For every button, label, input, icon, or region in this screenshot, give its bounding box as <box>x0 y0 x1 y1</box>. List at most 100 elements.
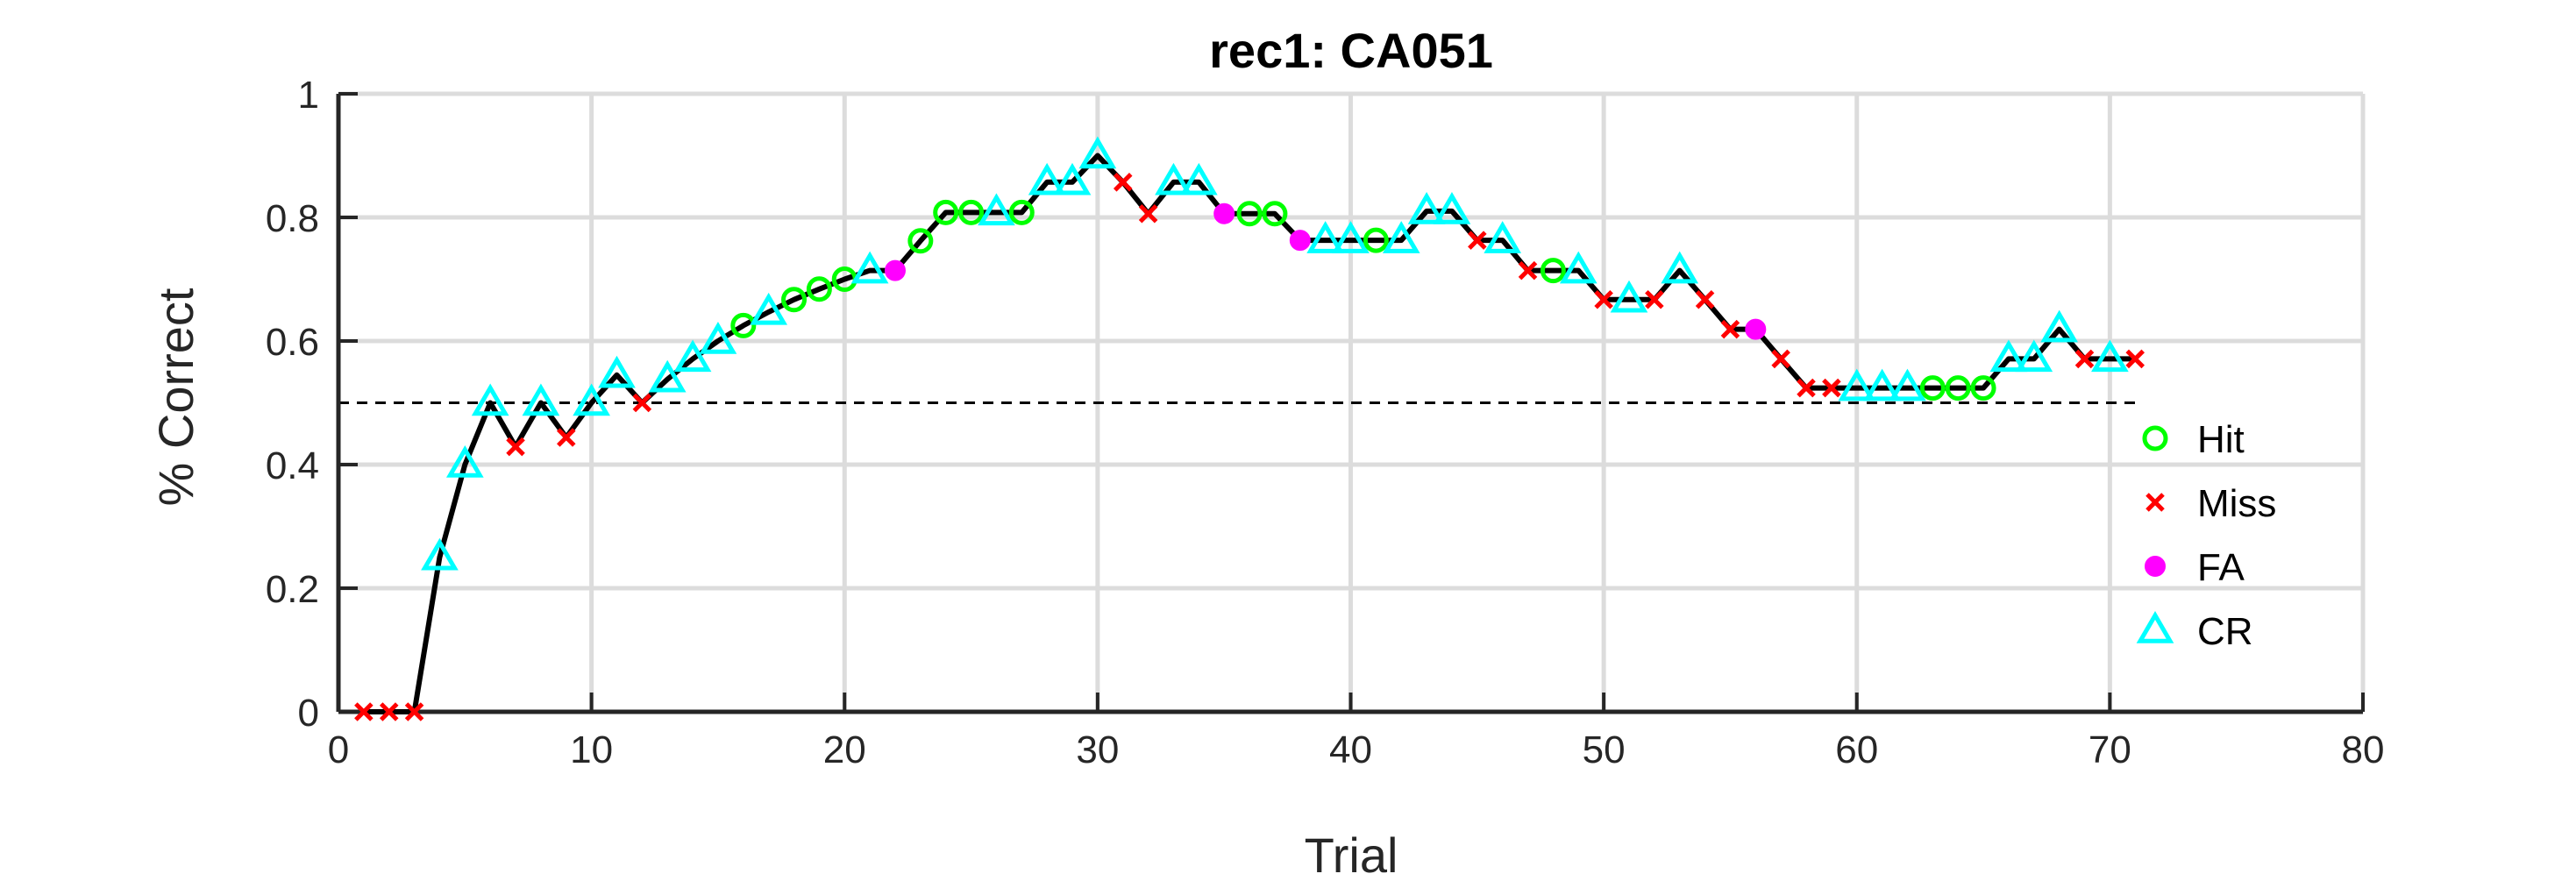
marker-cr <box>1863 368 1901 401</box>
y-tick-label: 0.8 <box>266 197 319 240</box>
marker-miss <box>506 437 525 457</box>
legend-label-miss: Miss <box>2197 482 2276 525</box>
legend-marker-cr <box>2136 611 2174 643</box>
marker-cr <box>471 383 509 416</box>
y-tick-label: 0.6 <box>266 321 319 364</box>
marker-miss <box>632 393 652 413</box>
marker-fa <box>1213 202 1235 224</box>
marker-miss-stroke-b <box>2074 349 2095 369</box>
marker-cr <box>2040 309 2078 343</box>
marker-miss <box>1771 349 1790 369</box>
marker-cr <box>1028 162 1066 195</box>
marker-hit <box>730 312 757 338</box>
x-tick-label: 80 <box>2342 728 2385 771</box>
marker-hit <box>781 287 808 313</box>
marker-cr <box>1433 191 1471 224</box>
marker-fa <box>884 259 906 281</box>
x-tick-label: 30 <box>1076 728 1119 771</box>
y-tick-label: 0.4 <box>266 444 319 487</box>
marker-hit <box>1945 375 1971 401</box>
legend-marker-hit <box>2142 425 2168 451</box>
marker-miss <box>1695 289 1715 309</box>
marker-miss-stroke-b <box>404 702 424 721</box>
legend-label-cr: CR <box>2197 610 2253 653</box>
marker-miss <box>1138 204 1158 224</box>
marker-miss <box>2125 349 2145 369</box>
marker-cr <box>522 383 560 416</box>
marker-miss <box>1797 378 1816 398</box>
marker-miss-stroke-b <box>1113 173 1133 192</box>
marker-miss-stroke-b <box>1797 378 1816 398</box>
x-tick-label: 0 <box>328 728 349 771</box>
performance-line <box>363 153 2136 714</box>
marker-hit <box>907 228 934 254</box>
marker-miss-stroke-b <box>556 428 576 447</box>
marker-cr <box>673 339 712 373</box>
marker-cr <box>1155 162 1192 195</box>
y-axis-label: % Correct <box>148 288 203 506</box>
marker-cr <box>1179 162 1218 195</box>
marker-cr <box>598 355 636 388</box>
marker-cr <box>445 445 484 478</box>
x-tick-label: 50 <box>1583 728 1626 771</box>
marker-hit <box>1540 258 1566 284</box>
marker-cr <box>1838 368 1876 401</box>
marker-cr <box>1382 221 1420 253</box>
x-axis-label: Trial <box>1305 828 1398 883</box>
marker-miss-stroke-b <box>632 393 652 413</box>
x-tick-label: 70 <box>2089 728 2131 771</box>
marker-miss <box>1594 289 1613 309</box>
marker-cr <box>1306 221 1344 253</box>
y-tick-label: 0.2 <box>266 568 319 611</box>
marker-miss <box>404 702 424 721</box>
marker-miss <box>1645 289 1664 309</box>
marker-cr <box>421 537 459 571</box>
marker-miss-stroke-b <box>379 702 399 721</box>
marker-fa <box>1745 318 1767 340</box>
marker-cr <box>750 292 788 325</box>
marker-cr <box>1559 251 1598 284</box>
marker-cr <box>1661 251 1699 284</box>
marker-hit <box>1363 227 1389 253</box>
marker-miss-stroke-b <box>354 702 374 721</box>
marker-cr <box>2091 339 2129 373</box>
marker-cr <box>1610 280 1648 313</box>
marker-cr <box>1484 221 1522 253</box>
marker-miss <box>1113 173 1133 192</box>
marker-miss-stroke-b <box>1720 319 1740 339</box>
marker-fa <box>1289 230 1311 252</box>
y-tick-labels: 0 0.2 0.4 0.6 0.8 1 <box>266 74 319 735</box>
marker-cr <box>1332 221 1370 253</box>
marker-hit <box>1970 375 1996 401</box>
x-tick-label: 40 <box>1329 728 1372 771</box>
chart-title: rec1: CA051 <box>1209 23 1493 78</box>
marker-miss-stroke-b <box>506 437 525 457</box>
performance-polyline <box>363 153 2136 714</box>
marker-hit <box>933 199 959 225</box>
marker-miss <box>1822 378 1841 398</box>
legend-label-fa: FA <box>2197 546 2245 589</box>
x-tick-label: 20 <box>823 728 866 771</box>
marker-miss-stroke-b <box>1594 289 1613 309</box>
marker-cr <box>1989 339 2028 373</box>
marker-hit <box>806 276 832 302</box>
marker-hit <box>1236 201 1263 227</box>
marker-miss-stroke-b <box>1645 289 1664 309</box>
marker-miss <box>354 702 374 721</box>
marker-hit <box>1919 375 1946 401</box>
axes <box>336 92 2365 714</box>
y-tick-label: 1 <box>298 74 319 117</box>
marker-cr <box>1407 191 1446 224</box>
marker-cr <box>850 251 889 284</box>
legend-marker-miss-stroke-b <box>2145 493 2165 512</box>
marker-miss-stroke-b <box>1518 260 1538 281</box>
marker-hit <box>958 199 985 225</box>
marker-cr <box>2015 339 2053 373</box>
marker-miss <box>556 428 576 447</box>
marker-hit <box>1262 201 1288 227</box>
x-tick-labels: 0 10 20 30 40 50 60 70 80 <box>328 728 2385 771</box>
marker-cr <box>1053 162 1092 195</box>
marker-miss <box>1720 319 1740 339</box>
y-tick-label: 0 <box>298 692 319 735</box>
